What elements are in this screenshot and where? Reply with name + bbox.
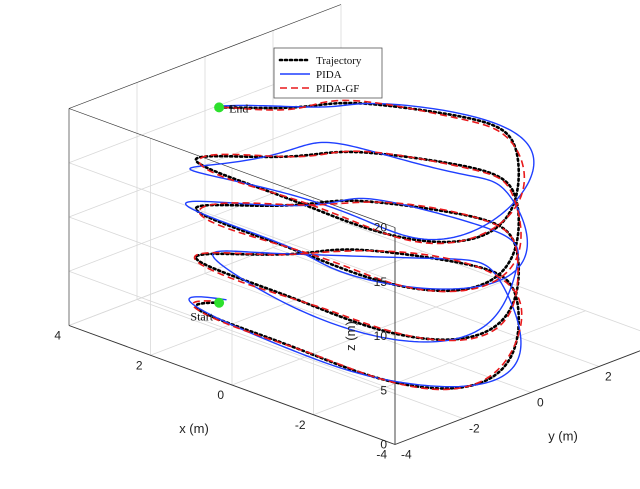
start-marker xyxy=(214,297,225,308)
y-tick-label: -2 xyxy=(469,422,480,436)
x-tick-label: -2 xyxy=(295,418,306,432)
y-axis-line xyxy=(394,350,640,445)
z-tick-label: 10 xyxy=(374,329,388,343)
y-tick-label: 0 xyxy=(537,396,544,410)
x-axis-line xyxy=(68,325,396,445)
z-tick-label: 0 xyxy=(380,438,387,452)
legend-box xyxy=(273,47,383,99)
grid-line xyxy=(68,221,342,326)
box-edge xyxy=(68,108,396,228)
y-tick-label: -4 xyxy=(401,448,412,462)
grid-line xyxy=(68,162,396,283)
start-label: Start xyxy=(190,310,213,324)
marker-layer xyxy=(214,102,225,308)
legend-entry: Trajectory xyxy=(316,55,362,67)
x-tick-label: 2 xyxy=(136,358,143,372)
grid-line xyxy=(204,273,532,393)
axes-layer xyxy=(68,4,640,445)
y-axis-label: y (m) xyxy=(548,429,578,444)
z-tick-label: 20 xyxy=(374,221,388,235)
z-tick-label: 5 xyxy=(380,383,387,397)
series-line-pida-gf xyxy=(192,99,526,391)
x-tick-label: 0 xyxy=(217,388,224,402)
y-tick-label: 2 xyxy=(605,370,612,384)
legend: Trajectory PIDA PIDA-GF xyxy=(273,47,383,99)
x-tick-label: -4 xyxy=(376,448,387,462)
grid-line xyxy=(68,166,342,272)
x-axis-label: x (m) xyxy=(179,421,209,436)
legend-entry: PIDA xyxy=(316,69,342,81)
x-tick-label: 4 xyxy=(54,329,61,343)
series-layer xyxy=(184,99,535,391)
series-line-pida xyxy=(184,102,535,388)
end-label: End xyxy=(229,101,248,115)
grid-line xyxy=(272,247,600,367)
end-marker xyxy=(214,102,225,113)
box-edge xyxy=(68,4,342,109)
z-tick-label: 15 xyxy=(374,275,388,289)
z-axis-label: z (m) xyxy=(343,321,358,351)
legend-entry: PIDA-GF xyxy=(316,83,359,95)
grid-line xyxy=(68,270,396,391)
grid-line xyxy=(136,299,464,419)
